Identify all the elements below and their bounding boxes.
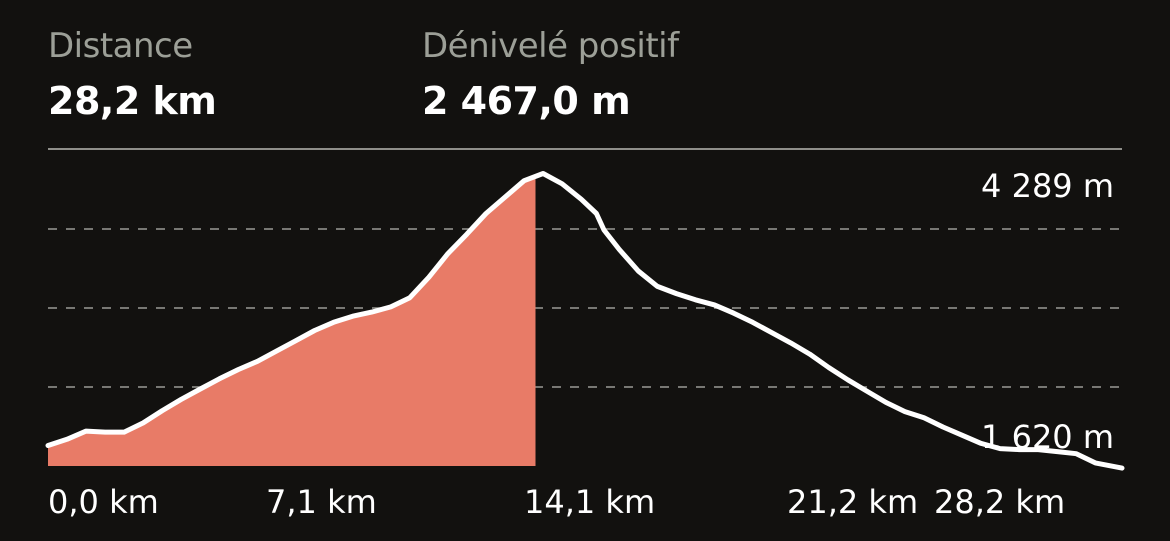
y-label-min: 1 620 m xyxy=(981,418,1114,456)
elevation-progress-area xyxy=(48,176,536,466)
x-tick-label: 7,1 km xyxy=(266,483,377,521)
x-tick-label: 28,2 km xyxy=(934,483,1065,521)
x-tick-label: 0,0 km xyxy=(48,483,159,521)
y-label-max: 4 289 m xyxy=(981,167,1114,205)
elevation-profile-line xyxy=(45,171,1125,471)
distance-stat: Distance 28,2 km xyxy=(48,24,217,126)
elevation-gain-value: 2 467,0 m xyxy=(422,79,631,123)
grid-lines xyxy=(48,228,1122,388)
x-tick-label: 14,1 km xyxy=(524,483,655,521)
distance-label: Distance xyxy=(48,26,193,66)
elevation-gain-stat: Dénivelé positif 2 467,0 m xyxy=(422,24,679,126)
x-tick-label: 21,2 km xyxy=(787,483,918,521)
distance-value: 28,2 km xyxy=(48,79,217,123)
elevation-gain-label: Dénivelé positif xyxy=(422,26,679,66)
